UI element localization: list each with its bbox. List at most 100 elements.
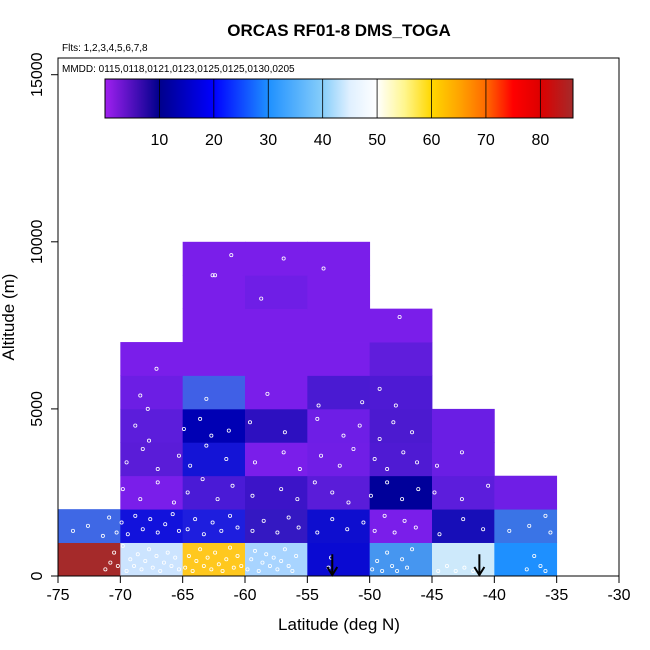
sample-point: [210, 520, 215, 525]
heatmap-cell: [307, 275, 371, 310]
sample-point: [247, 420, 252, 425]
sample-point: [245, 567, 250, 572]
sample-point: [124, 460, 129, 465]
y-tick-label: 5000: [29, 391, 46, 427]
sample-point: [279, 558, 284, 563]
sample-point: [434, 463, 439, 468]
sample-point: [532, 553, 537, 558]
heatmap-cell: [307, 442, 371, 477]
sample-point: [265, 391, 270, 396]
sample-point: [459, 497, 464, 502]
sample-point: [154, 553, 159, 558]
heatmap-cell: [307, 342, 371, 376]
sample-point: [372, 457, 377, 462]
x-tick-label: -45: [420, 587, 443, 604]
sample-point: [410, 547, 415, 552]
sample-point: [486, 483, 491, 488]
x-tick-label: -50: [358, 587, 381, 604]
x-tick-label: -55: [296, 587, 319, 604]
heatmap-cell: [120, 375, 184, 410]
y-axis: 0 5000 10000 15000: [29, 52, 58, 580]
colorbar: 10 20 30 40 50 60 70 80: [104, 78, 574, 149]
colorbar-tick-label: 70: [477, 132, 495, 149]
sample-point: [128, 557, 133, 562]
sample-point: [170, 512, 175, 517]
sample-point: [543, 513, 548, 518]
colorbar-tick-label: 50: [368, 132, 386, 149]
sample-point: [135, 552, 140, 557]
sample-point: [229, 253, 234, 258]
sample-point: [230, 483, 235, 488]
sample-point: [250, 493, 255, 498]
x-axis-title: Latitude (deg N): [278, 615, 400, 634]
sample-point: [176, 528, 181, 533]
sample-point: [315, 530, 320, 535]
sample-point: [377, 386, 382, 391]
arrow-markers: [326, 554, 486, 577]
sample-point: [85, 523, 90, 528]
sample-point: [382, 513, 387, 518]
sample-point: [297, 467, 302, 472]
sample-point: [471, 568, 476, 573]
sample-point: [154, 366, 159, 371]
colorbar-tick-label: 40: [314, 132, 332, 149]
heatmap-cell: [369, 509, 433, 543]
sample-point: [181, 426, 186, 431]
sample-point: [138, 497, 143, 502]
heatmap-cell: [307, 542, 371, 577]
heatmap-cell: [432, 542, 495, 577]
y-axis-title: Altitude (m): [0, 274, 18, 361]
sample-point: [132, 563, 137, 568]
sample-point: [413, 525, 418, 530]
sample-point: [213, 550, 218, 555]
heatmap-cell: [182, 275, 246, 310]
sample-point: [140, 527, 145, 532]
sample-point: [186, 553, 191, 558]
sample-point: [235, 525, 240, 530]
sample-point: [341, 433, 346, 438]
chart-title: ORCAS RF01-8 DMS_TOGA: [227, 21, 451, 40]
sample-point: [115, 563, 120, 568]
sample-point: [252, 548, 257, 553]
heatmap-cell: [494, 542, 558, 577]
sample-point: [239, 563, 244, 568]
sample-point: [361, 520, 366, 525]
sample-point: [316, 403, 321, 408]
heatmap-cell: [120, 475, 184, 510]
heatmap-cell: [245, 275, 308, 310]
sample-points: [70, 253, 553, 573]
sample-point: [543, 568, 548, 573]
sample-point: [158, 568, 163, 573]
sample-point: [415, 460, 420, 465]
sample-point: [163, 522, 168, 527]
sample-point: [147, 438, 152, 443]
sample-point: [401, 450, 406, 455]
sample-point: [286, 515, 291, 520]
colorbar-frame: [104, 78, 574, 119]
heatmap-cell: [494, 509, 558, 543]
sample-point: [264, 552, 269, 557]
sample-point: [259, 296, 264, 301]
arrow-head: [473, 566, 486, 577]
sample-point: [173, 555, 178, 560]
sample-point: [176, 567, 181, 572]
heatmap-cell: [245, 442, 308, 477]
sample-point: [481, 527, 486, 532]
heatmap-cell: [369, 342, 433, 376]
sample-point: [275, 567, 280, 572]
sample-point: [103, 567, 108, 572]
sample-point: [125, 532, 130, 537]
sample-point: [190, 568, 195, 573]
colorbar-tick-label: 30: [259, 132, 277, 149]
heatmap-cell: [369, 375, 433, 410]
sample-point: [249, 557, 254, 562]
heatmap-cell: [182, 408, 246, 443]
sample-point: [351, 447, 356, 452]
sample-point: [397, 314, 402, 319]
sample-point: [436, 568, 441, 573]
sample-point: [319, 453, 324, 458]
heatmap-cells: [58, 241, 558, 577]
heatmap-cell: [245, 475, 308, 510]
sample-point: [220, 568, 225, 573]
sample-point: [282, 547, 287, 552]
